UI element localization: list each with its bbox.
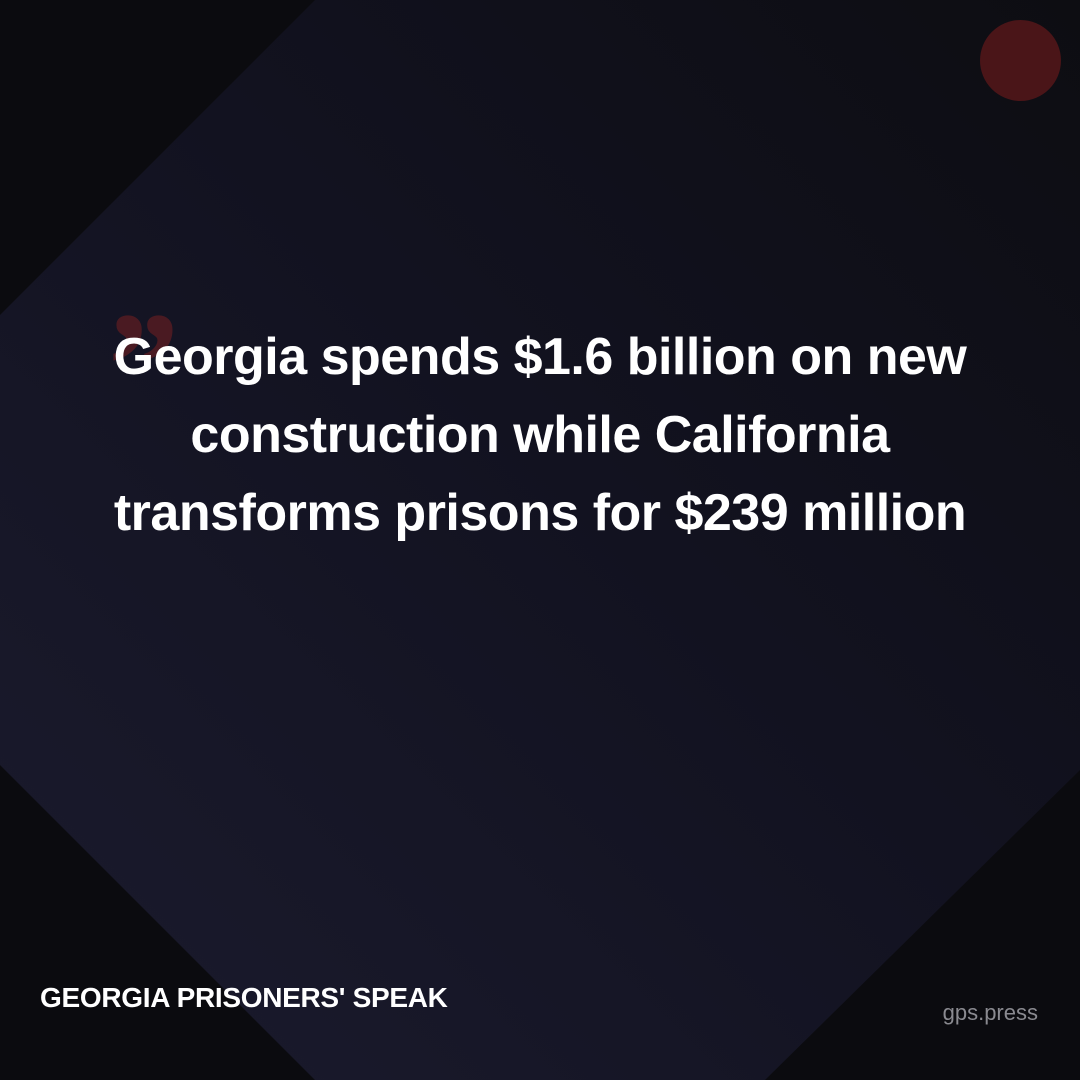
quote-mark-icon: ” [100, 282, 175, 448]
site-url[interactable]: gps.press [942, 1000, 1038, 1025]
accent-circle [980, 20, 1061, 101]
quote-text: Georgia spends $1.6 billion on new const… [113, 328, 967, 542]
brand-name: GEORGIA PRISONERS' SPEAK [40, 982, 448, 1013]
